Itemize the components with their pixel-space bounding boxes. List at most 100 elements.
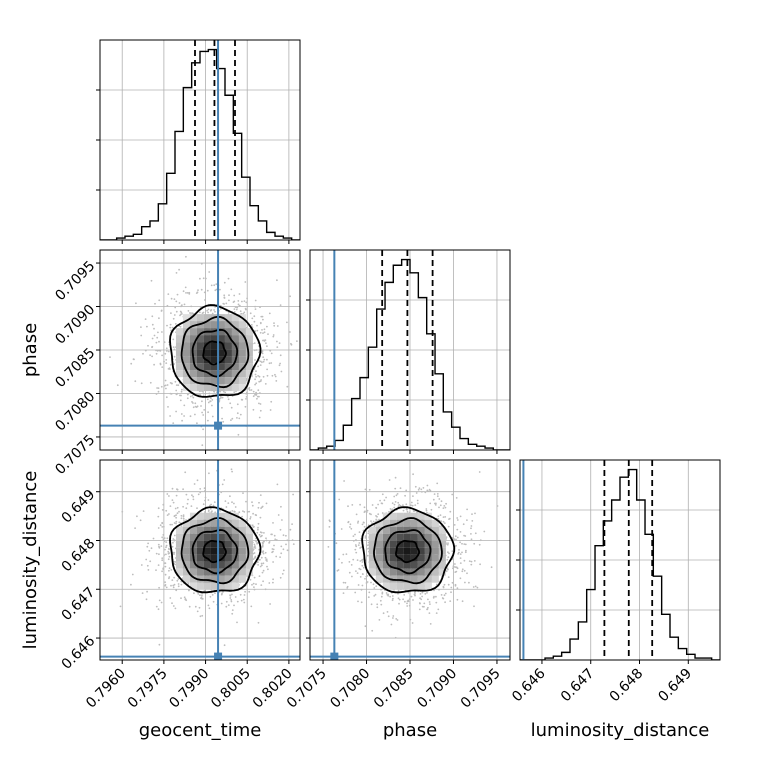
y-tick-label: 0.648 xyxy=(59,536,99,576)
sample-point xyxy=(373,525,376,528)
sample-point xyxy=(397,592,399,595)
sample-point xyxy=(265,342,267,345)
sample-point xyxy=(354,548,357,551)
sample-point xyxy=(452,565,455,568)
x-tick-label: 0.7085 xyxy=(371,666,417,712)
sample-point xyxy=(157,390,160,393)
density-cell xyxy=(203,335,211,343)
sample-point xyxy=(158,553,160,556)
sample-point xyxy=(271,551,273,554)
sample-point xyxy=(236,403,239,406)
density-cell xyxy=(203,321,211,329)
sample-point xyxy=(429,502,432,505)
sample-point xyxy=(370,513,372,516)
sample-point xyxy=(169,597,172,599)
sample-point xyxy=(444,592,447,595)
sample-point xyxy=(191,394,194,397)
sample-point xyxy=(410,501,413,504)
density-cell xyxy=(368,561,376,569)
sample-point xyxy=(368,591,371,594)
sample-point xyxy=(442,597,445,600)
sample-point xyxy=(166,384,169,386)
sample-point xyxy=(358,567,361,570)
sample-point xyxy=(155,341,158,344)
sample-point xyxy=(173,522,176,524)
sample-point xyxy=(227,604,230,606)
sample-point xyxy=(282,548,285,551)
sample-point xyxy=(193,592,195,595)
sample-point xyxy=(259,392,261,394)
sample-point xyxy=(173,515,176,518)
sample-point xyxy=(192,396,195,399)
density-cell xyxy=(182,377,190,385)
sample-point xyxy=(197,289,199,291)
sample-point xyxy=(254,393,256,396)
density-cell xyxy=(182,575,190,583)
sample-point xyxy=(453,524,456,526)
sample-point xyxy=(175,310,178,313)
sample-point xyxy=(361,561,364,563)
sample-point xyxy=(246,297,249,300)
sample-point xyxy=(388,510,390,513)
density-cell xyxy=(175,335,183,343)
sample-point xyxy=(414,593,416,595)
density-cell xyxy=(182,335,190,343)
sample-point xyxy=(262,562,265,565)
sample-point xyxy=(363,511,366,513)
sample-point xyxy=(348,561,351,563)
density-cell xyxy=(245,356,253,364)
sample-point xyxy=(289,528,292,531)
sample-point xyxy=(254,308,257,310)
sample-point xyxy=(194,405,197,408)
sample-point xyxy=(228,299,230,302)
density-cell xyxy=(217,370,225,378)
sample-point xyxy=(470,560,473,563)
sample-point xyxy=(182,505,185,508)
sample-point xyxy=(229,594,232,597)
contour-level-2 xyxy=(180,315,250,389)
sample-point xyxy=(278,364,281,367)
sample-point xyxy=(425,509,428,512)
sample-point xyxy=(366,554,369,557)
panel-geocent_time xyxy=(96,39,301,244)
sample-point xyxy=(134,380,137,383)
density-cell xyxy=(182,314,190,322)
sample-point xyxy=(207,311,210,314)
density-cell xyxy=(424,568,432,576)
density-cell xyxy=(203,370,211,378)
sample-point xyxy=(231,510,234,512)
sample-point xyxy=(222,420,225,423)
sample-point xyxy=(171,326,174,329)
density-cell xyxy=(396,540,404,548)
sample-point xyxy=(160,310,163,312)
contour-level-2 xyxy=(373,517,443,585)
sample-point xyxy=(234,506,237,508)
sample-point xyxy=(169,415,172,417)
density-cell xyxy=(210,384,218,392)
sample-point xyxy=(272,548,275,551)
y-tick-label: 0.649 xyxy=(59,487,99,527)
sample-point xyxy=(164,565,167,568)
density-cell xyxy=(382,561,390,569)
sample-point xyxy=(212,600,215,603)
sample-point xyxy=(201,411,204,414)
contour-level-3 xyxy=(169,304,262,398)
sample-point xyxy=(279,556,281,558)
sample-point xyxy=(231,470,234,473)
sample-point xyxy=(221,406,223,409)
sample-point xyxy=(271,533,273,536)
panel-content xyxy=(100,460,300,660)
sample-point xyxy=(173,298,176,300)
sample-point xyxy=(363,506,366,509)
sample-point xyxy=(204,489,207,492)
sample-point xyxy=(438,506,440,509)
sample-point xyxy=(202,503,205,506)
sample-point xyxy=(165,509,168,512)
sample-point xyxy=(258,575,261,577)
sample-point xyxy=(272,522,274,524)
sample-point xyxy=(406,510,409,513)
sample-point xyxy=(266,368,268,371)
sample-point xyxy=(193,483,196,485)
sample-point xyxy=(463,559,466,562)
sample-point xyxy=(207,308,210,311)
